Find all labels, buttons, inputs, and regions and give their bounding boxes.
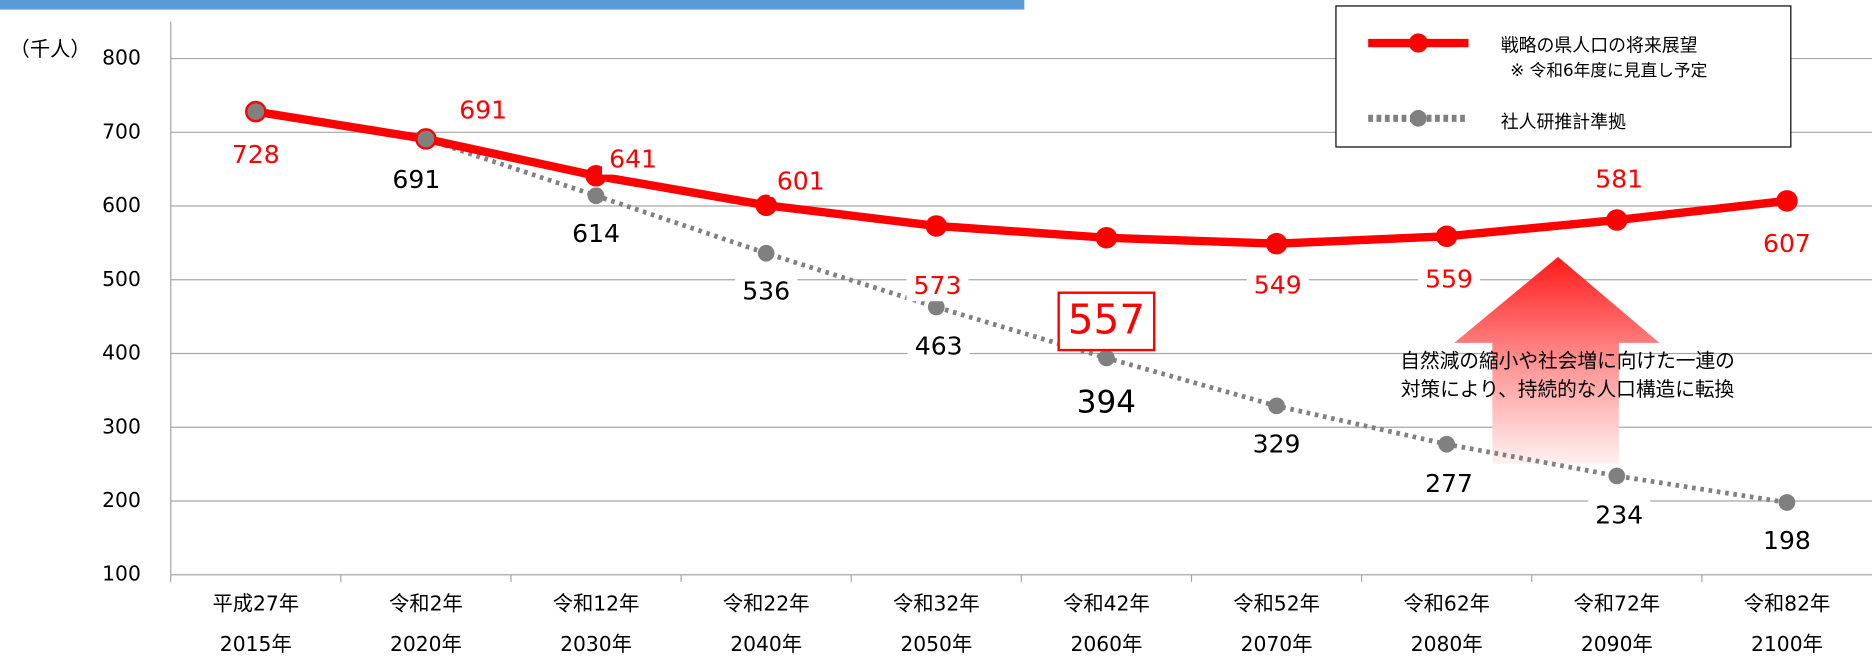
legend-marker	[1408, 33, 1428, 53]
data-point	[587, 187, 605, 205]
header-bar	[0, 0, 1025, 10]
data-label: 601	[777, 167, 825, 196]
label-bg	[769, 165, 832, 197]
legend-label: 社人研推計準拠	[1501, 112, 1626, 133]
label-bg	[1075, 386, 1138, 418]
label-bg	[1588, 499, 1651, 531]
data-label: 607	[1763, 229, 1811, 258]
data-label: 557	[1068, 296, 1145, 344]
series-line	[255, 107, 1788, 248]
x-tick-label: 令和62年	[1403, 592, 1490, 616]
data-label: 277	[1425, 469, 1473, 498]
label-bg	[452, 94, 515, 126]
data-point	[1608, 467, 1626, 485]
y-tick-label: 600	[102, 193, 141, 217]
x-tick-label: 2020年	[390, 632, 462, 656]
label-bg	[906, 270, 969, 302]
data-label: 641	[609, 144, 657, 173]
label-bg	[1418, 263, 1481, 295]
data-point	[1098, 349, 1115, 367]
data-point	[415, 128, 437, 150]
data-label: 691	[392, 165, 440, 194]
x-tick-label: 令和12年	[553, 592, 640, 616]
data-label: 536	[742, 277, 790, 306]
x-tick-label: 2090年	[1581, 632, 1653, 656]
label-bg	[224, 139, 287, 171]
data-label: 549	[1254, 271, 1302, 300]
data-point	[1776, 190, 1798, 212]
arrow	[1454, 256, 1660, 464]
data-point	[1095, 226, 1118, 249]
label-bg	[907, 330, 970, 363]
data-point	[1778, 494, 1796, 511]
x-tick-label: 令和22年	[723, 592, 810, 616]
data-point	[1435, 225, 1458, 248]
y-tick-label: 200	[102, 488, 141, 512]
data-point	[245, 100, 267, 123]
label-bg	[602, 143, 665, 175]
x-tick-label: 2040年	[730, 632, 802, 656]
x-tick-label: 令和42年	[1063, 592, 1150, 616]
x-tick-label: 2050年	[900, 632, 972, 656]
series-line	[255, 109, 1788, 505]
data-label: 573	[914, 271, 962, 300]
data-label: 581	[1595, 165, 1643, 194]
data-point	[755, 194, 777, 217]
x-tick-label: 令和52年	[1233, 592, 1320, 616]
data-label: 691	[459, 95, 507, 124]
x-tick-label: 2080年	[1411, 632, 1483, 656]
legend	[1335, 5, 1792, 148]
y-tick-label: 100	[102, 562, 141, 586]
legend-note: ※ 令和6年度に見直し予定	[1510, 60, 1707, 80]
data-point	[1438, 435, 1456, 453]
data-label: 728	[232, 140, 280, 169]
legend-marker	[1409, 109, 1427, 127]
label-bg	[565, 218, 628, 250]
data-label: 329	[1253, 429, 1301, 458]
annotation: 対策により、持続的な人口構造に転換	[1401, 378, 1735, 401]
x-tick-label: 令和2年	[389, 592, 463, 616]
label-bg	[1588, 163, 1651, 195]
data-label: 234	[1595, 501, 1643, 530]
x-tick-label: 令和32年	[893, 592, 980, 616]
label-bg	[1418, 468, 1481, 500]
y-axis-label: （千人）	[10, 37, 91, 61]
data-point	[1268, 397, 1285, 415]
data-label: 198	[1763, 526, 1811, 555]
y-tick-label: 300	[102, 414, 141, 438]
label-bg	[385, 164, 448, 196]
data-label: 394	[1077, 384, 1136, 420]
data-point	[925, 215, 948, 237]
data-label: 463	[915, 332, 963, 361]
label-bg	[1245, 428, 1308, 460]
annotation: 自然減の縮小や社会増に向けた一連の	[1400, 350, 1735, 373]
y-tick-label: 400	[102, 341, 141, 365]
data-point	[1606, 209, 1628, 231]
x-tick-label: 令和82年	[1744, 592, 1831, 616]
data-label: 559	[1425, 264, 1473, 293]
x-tick-label: 平成27年	[212, 592, 299, 616]
x-tick-label: 2100年	[1751, 632, 1823, 656]
data-point	[757, 244, 775, 262]
x-tick-label: 2030年	[560, 632, 632, 656]
data-point	[1265, 232, 1288, 255]
x-tick-label: 2070年	[1241, 632, 1313, 656]
y-tick-label: 700	[102, 119, 141, 143]
data-point	[585, 165, 607, 187]
label-bg	[1755, 228, 1818, 260]
x-tick-label: 2015年	[220, 632, 292, 656]
highlight-box	[1057, 291, 1156, 352]
legend-label: 戦略の県人口の将来展望	[1501, 36, 1698, 57]
y-tick-label: 800	[102, 46, 141, 70]
label-bg	[1755, 525, 1818, 557]
label-bg	[1246, 269, 1309, 301]
data-label: 614	[572, 219, 620, 248]
x-tick-label: 2060年	[1070, 632, 1142, 656]
data-point	[927, 298, 945, 316]
x-tick-label: 令和72年	[1573, 592, 1660, 616]
label-bg	[735, 275, 798, 308]
y-tick-label: 500	[102, 267, 141, 291]
